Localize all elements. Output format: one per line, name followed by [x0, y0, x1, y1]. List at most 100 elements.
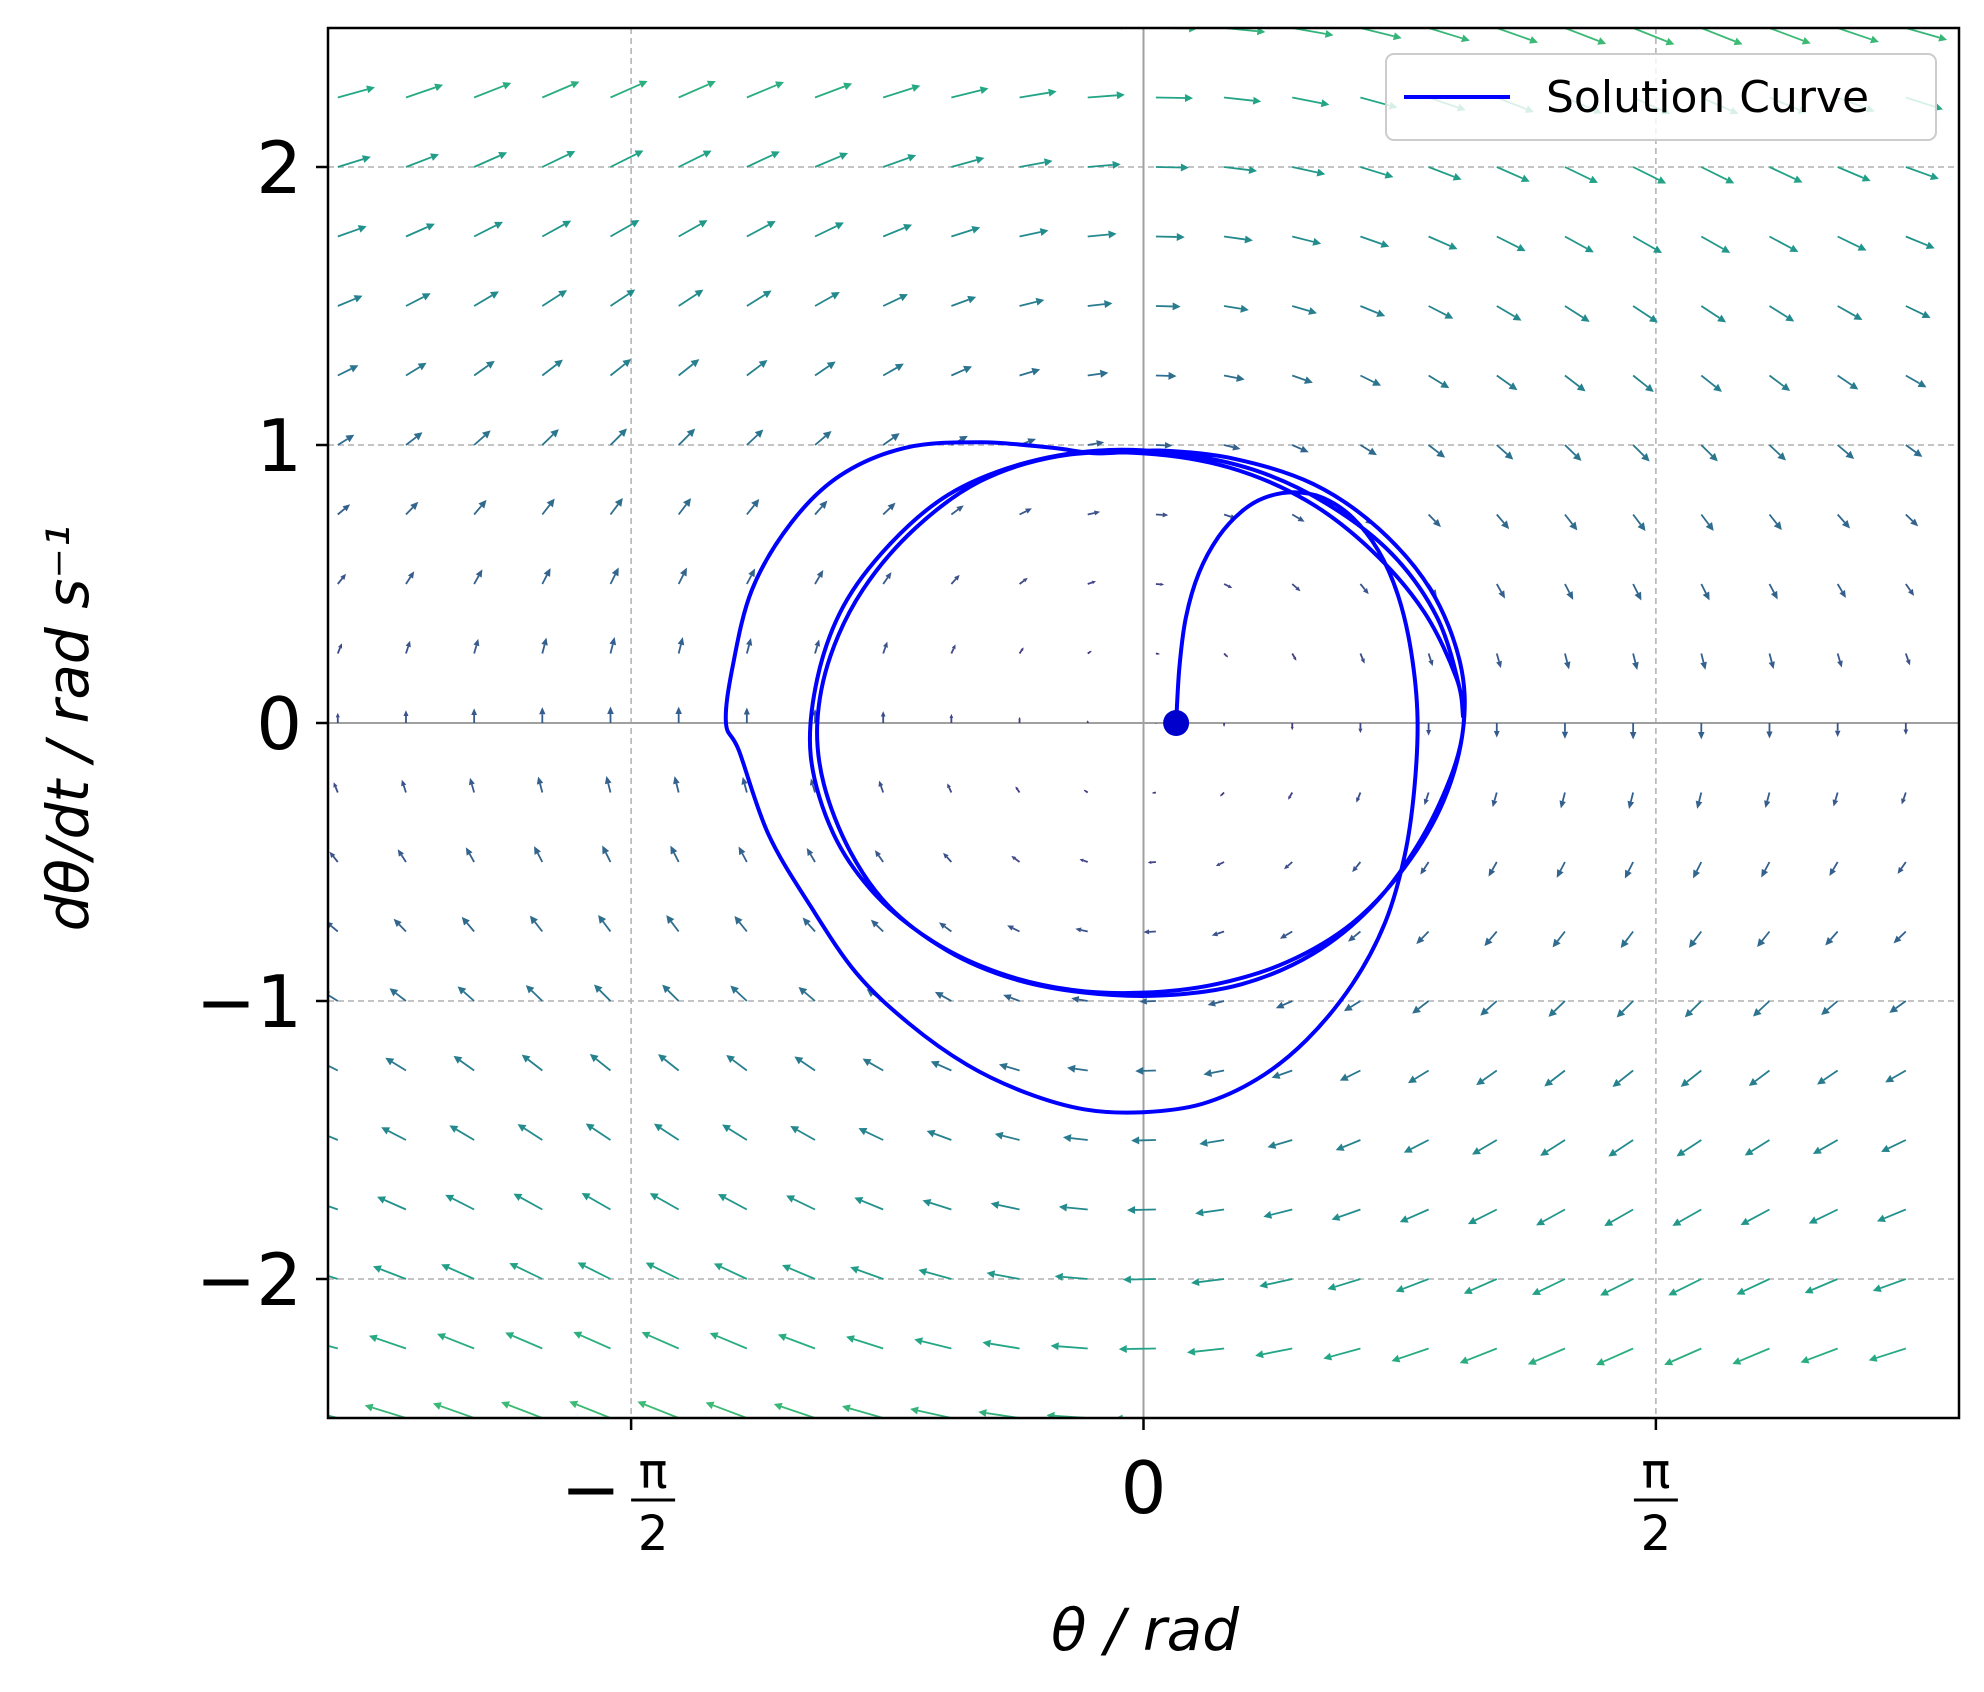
- vector-arrow-479: [1837, 235, 1867, 251]
- vector-arrow-41: [405, 28, 410, 29]
- vector-arrow-451: [1766, 723, 1773, 739]
- vector-arrow-416: [1632, 235, 1663, 253]
- vector-arrow-200: [950, 644, 956, 654]
- vector-arrow-309: [1291, 374, 1313, 384]
- vector-arrow-385: [1552, 930, 1566, 948]
- vector-arrow-425: [1680, 1069, 1702, 1087]
- vector-arrow-403: [1608, 1139, 1634, 1157]
- vector-arrow-375: [1496, 166, 1530, 183]
- vector-arrow-142: [746, 290, 772, 307]
- vector-arrow-53: [473, 638, 480, 654]
- vector-arrow-192: [922, 1198, 952, 1211]
- vector-arrow-442: [1732, 1347, 1770, 1365]
- vector-arrow-367: [1493, 723, 1500, 738]
- vector-arrow-258: [1139, 998, 1156, 1005]
- vector-arrow-11: [336, 643, 343, 654]
- vector-arrow-275: [1191, 1278, 1225, 1287]
- vector-arrow-238: [1075, 927, 1088, 933]
- vector-arrow-312: [1292, 166, 1326, 177]
- vector-arrow-183: [882, 363, 904, 377]
- vector-arrow-261: [1151, 791, 1157, 794]
- x-tick-sign-0: −: [561, 1447, 621, 1531]
- vector-arrow-254: [1122, 1275, 1156, 1284]
- vector-arrow-99: [609, 359, 632, 377]
- legend-entry-solution-curve: Solution Curve: [1546, 72, 1869, 123]
- vector-arrow-187: [882, 84, 921, 99]
- vector-arrow-340: [1403, 1139, 1430, 1153]
- vector-arrow-43: [437, 1333, 475, 1350]
- vector-arrow-472: [1834, 723, 1841, 738]
- vector-arrow-60: [473, 151, 508, 168]
- vector-arrow-166: [814, 82, 853, 99]
- vector-arrow-300: [1275, 1000, 1293, 1009]
- vector-arrow-73: [539, 707, 546, 723]
- vector-arrow-445: [1744, 1139, 1770, 1156]
- vector-arrow-315: [1356, 1417, 1361, 1418]
- vector-arrow-274: [1186, 1347, 1225, 1356]
- vector-arrow-201: [950, 574, 960, 585]
- vector-arrow-475: [1836, 513, 1851, 529]
- vector-arrow-412: [1632, 513, 1646, 531]
- vector-arrow-7: [328, 921, 339, 933]
- vector-arrow-361: [1472, 1139, 1498, 1155]
- vector-arrow-333: [1360, 166, 1394, 179]
- vector-arrow-287: [1223, 443, 1241, 451]
- vector-arrow-488: [1885, 1069, 1907, 1083]
- vector-arrow-458: [1769, 235, 1799, 253]
- vector-arrow-346: [1426, 723, 1432, 736]
- vector-arrow-295: [1255, 1347, 1293, 1359]
- vector-arrow-15: [337, 365, 359, 377]
- vector-arrow-119: [678, 428, 696, 446]
- vector-arrow-335: [1360, 28, 1402, 41]
- vector-arrow-453: [1768, 583, 1778, 600]
- vector-arrow-347: [1427, 653, 1434, 667]
- vector-arrow-366: [1491, 792, 1498, 808]
- vector-arrow-50: [465, 847, 475, 863]
- vector-arrow-89: [589, 1054, 612, 1072]
- vector-arrow-466: [1812, 1139, 1839, 1155]
- vector-arrow-2: [328, 1275, 339, 1280]
- vector-arrow-47: [453, 1055, 475, 1072]
- vector-arrow-66: [513, 1193, 543, 1211]
- vector-arrow-230: [1019, 28, 1026, 29]
- vector-arrow-470: [1829, 861, 1839, 877]
- vector-arrow-107: [645, 1262, 680, 1280]
- vector-arrow-318: [1331, 1208, 1361, 1221]
- vector-arrow-362: [1476, 1069, 1498, 1086]
- vector-arrow-459: [1769, 166, 1803, 183]
- vector-arrow-270: [1155, 163, 1189, 172]
- vector-arrow-448: [1757, 930, 1771, 948]
- vector-arrow-437: [1700, 235, 1731, 253]
- vector-arrow-480: [1837, 166, 1871, 182]
- vector-arrow-143: [746, 221, 776, 238]
- vector-arrow-298: [1267, 1139, 1293, 1149]
- vector-arrow-280: [1211, 930, 1225, 937]
- vector-arrow-132: [730, 985, 748, 1002]
- vector-arrow-471: [1832, 792, 1839, 807]
- vector-arrow-125: [678, 28, 682, 29]
- vector-arrow-214: [994, 1131, 1020, 1141]
- vector-arrow-496: [1905, 513, 1919, 527]
- vector-arrow-253: [1118, 1344, 1156, 1353]
- y-tick-label-0: 2: [256, 126, 302, 210]
- vector-arrow-136: [743, 707, 750, 723]
- vector-arrow-316: [1323, 1347, 1361, 1361]
- vector-arrow-241: [1086, 720, 1089, 723]
- vector-arrow-269: [1155, 232, 1185, 241]
- vector-arrow-106: [641, 1331, 680, 1350]
- vector-arrow-332: [1360, 235, 1390, 248]
- vector-arrow-264: [1155, 582, 1165, 586]
- vector-arrow-92: [602, 845, 612, 863]
- vector-arrow-426: [1684, 1000, 1702, 1018]
- vector-arrow-374: [1496, 235, 1526, 252]
- vector-arrow-227: [1019, 228, 1049, 238]
- vector-arrow-103: [610, 80, 648, 99]
- vector-arrow-149: [782, 1264, 816, 1280]
- vector-arrow-457: [1768, 305, 1795, 322]
- vector-arrow-250: [1087, 91, 1125, 100]
- vector-arrow-226: [1019, 297, 1045, 307]
- vector-arrow-477: [1837, 374, 1859, 390]
- vector-arrow-277: [1199, 1138, 1225, 1147]
- vector-arrow-212: [986, 1270, 1020, 1280]
- vector-arrow-450: [1764, 792, 1771, 809]
